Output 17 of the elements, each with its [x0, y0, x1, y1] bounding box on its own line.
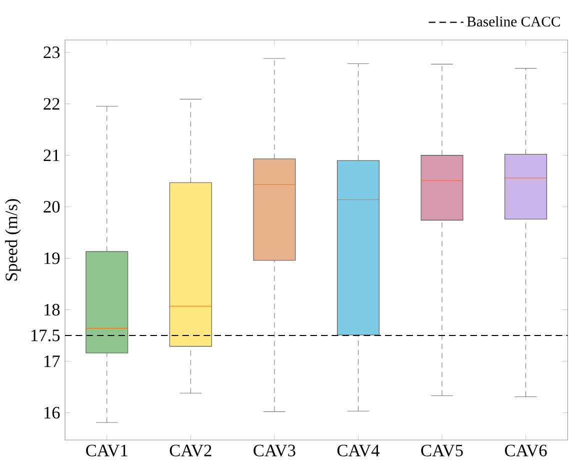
y-tick-label: 20 [44, 200, 60, 213]
y-tick-label: 17.5 [31, 330, 60, 342]
x-tick-label: CAV6 [504, 444, 547, 456]
y-tick-label: 19 [44, 252, 60, 264]
y-tick-label: 23 [44, 46, 60, 58]
y-tick-label: 17 [44, 356, 60, 367]
y-tick-label: 22 [44, 98, 60, 110]
x-tick-label: CAV2 [170, 444, 212, 456]
x-tick-label: CAV4 [337, 444, 380, 456]
y-tick-label: 16 [44, 406, 60, 419]
y-tick-label: 18 [44, 304, 60, 316]
y-tick-label: 21 [44, 150, 60, 162]
x-tick-label: CAV1 [86, 444, 128, 456]
y-axis-title: Speed (m/s) [5, 199, 21, 280]
x-tick-label: CAV5 [421, 444, 463, 456]
x-tick-label: CAV3 [254, 444, 296, 456]
legend-label: Baseline CACC [467, 16, 560, 27]
